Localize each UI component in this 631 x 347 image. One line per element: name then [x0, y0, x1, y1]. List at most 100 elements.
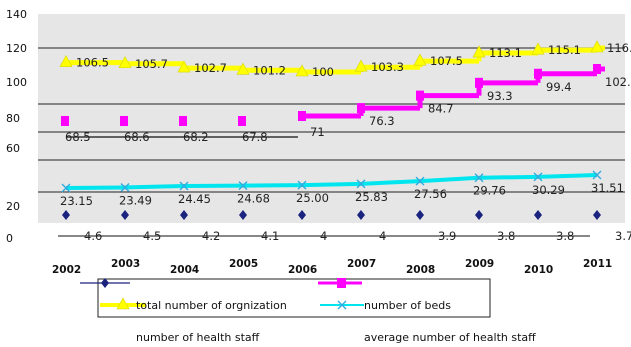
avg-point-diamond: [357, 210, 365, 220]
staff-data-label: 76.3: [369, 114, 395, 128]
legend-org-label: total number of orgnization: [136, 299, 287, 312]
beds-point-x: [533, 172, 543, 182]
org-data-label: 107.5: [430, 54, 463, 68]
org-data-label: 101.2: [253, 63, 286, 77]
y-tick-label: 140: [6, 8, 27, 21]
avg-data-label: 4.6: [84, 229, 102, 243]
x-tick-label: 2009: [465, 258, 494, 270]
beds-data-label: 25.00: [296, 191, 329, 205]
staff-point-square: [475, 77, 483, 88]
staff-point-square: [593, 64, 601, 74]
y-tick-label: 80: [6, 112, 20, 125]
avg-point-diamond: [298, 210, 306, 220]
x-tick-label: 2003: [111, 258, 140, 270]
avg-data-label: 4: [320, 229, 327, 243]
beds-data-label: 25.83: [355, 190, 388, 204]
staff-data-label: 68.6: [124, 130, 150, 144]
org-point-triangle: [590, 40, 604, 53]
beds-point-x: [297, 180, 307, 190]
avg-point-diamond: [62, 210, 70, 220]
beds-point-x: [61, 183, 71, 193]
legend-staff-square: [337, 278, 346, 288]
staff-point-square: [357, 103, 365, 114]
legend-staff-label: number of health staff: [136, 331, 260, 344]
staff-data-label: 93.3: [487, 89, 513, 103]
staff-point-square: [238, 116, 246, 126]
avg-point-diamond: [180, 210, 188, 220]
x-tick-label: 2007: [347, 258, 376, 270]
org-point-triangle: [472, 45, 486, 58]
avg-data-label: 4.2: [202, 229, 220, 243]
beds-data-label: 24.45: [178, 192, 211, 206]
org-point-triangle: [118, 56, 132, 69]
y-tick-label: 60: [6, 142, 20, 155]
staff-data-label: 99.4: [546, 80, 572, 94]
org-point-triangle: [295, 64, 309, 77]
avg-point-diamond: [475, 210, 483, 220]
avg-data-label: 4.5: [143, 229, 161, 243]
legend-beds-x: [337, 300, 347, 310]
avg-data-label: 3.8: [497, 229, 515, 243]
beds-data-label: 31.51: [591, 181, 624, 195]
avg-data-label: 4.1: [261, 229, 279, 243]
org-point-triangle: [59, 54, 73, 67]
beds-point-x: [238, 181, 248, 191]
staff-data-label: 102.6: [605, 75, 631, 89]
avg-point-diamond: [121, 210, 129, 220]
x-tick-label: 2005: [229, 258, 258, 270]
org-data-label: 105.7: [135, 57, 168, 71]
org-point-triangle: [531, 42, 545, 55]
org-data-label: 102.7: [194, 61, 227, 75]
avg-point-diamond: [239, 210, 247, 220]
x-tick-label: 2004: [170, 264, 199, 276]
org-point-triangle: [177, 60, 191, 73]
beds-point-x: [592, 170, 602, 180]
org-data-label: 115.1: [548, 43, 581, 57]
avg-point-diamond: [593, 210, 601, 220]
y-tick-label: 100: [6, 76, 27, 89]
org-data-label: 116.6: [607, 41, 631, 55]
org-point-triangle: [236, 62, 250, 75]
legend-org-triangle: [116, 297, 130, 310]
x-tick-label: 2010: [524, 264, 553, 276]
legend-beds-label: number of beds: [364, 299, 451, 312]
staff-data-label: 68.5: [65, 130, 91, 144]
beds-data-label: 23.15: [60, 194, 93, 208]
y-tick-label: 0: [6, 232, 13, 245]
beds-data-label: 27.56: [414, 187, 447, 201]
x-tick-label: 2002: [52, 264, 81, 276]
staff-data-label: 68.2: [183, 130, 209, 144]
staff-data-label: 67.8: [242, 130, 268, 144]
avg-data-label: 3.7: [615, 229, 631, 243]
beds-point-x: [474, 173, 484, 183]
org-point-triangle: [413, 53, 427, 66]
legend-avg-label: average number of health staff: [364, 331, 536, 344]
avg-data-label: 3.9: [438, 229, 456, 243]
x-tick-label: 2006: [288, 264, 317, 276]
x-tick-label: 2011: [583, 258, 612, 270]
avg-data-label: 3.8: [556, 229, 574, 243]
staff-point-square: [298, 111, 306, 121]
beds-data-label: 23.49: [119, 193, 152, 207]
staff-point-square: [416, 90, 424, 101]
beds-point-x: [356, 179, 366, 189]
staff-point-square: [534, 68, 542, 79]
beds-point-x: [120, 182, 130, 192]
org-data-label: 103.3: [371, 60, 404, 74]
staff-point-square: [120, 116, 128, 126]
org-data-label: 113.1: [489, 46, 522, 60]
beds-data-label: 29.76: [473, 184, 506, 198]
org-point-triangle: [354, 59, 368, 72]
org-data-label: 100: [312, 65, 334, 79]
y-tick-label: 20: [6, 200, 20, 213]
staff-data-label: 71: [310, 125, 325, 139]
beds-data-label: 30.29: [532, 183, 565, 197]
y-tick-label: 120: [6, 42, 27, 55]
avg-data-label: 4: [379, 229, 386, 243]
avg-point-diamond: [534, 210, 542, 220]
beds-series-line: [65, 173, 598, 190]
staff-data-label: 84.7: [428, 102, 454, 116]
staff-point-square: [61, 116, 69, 126]
x-tick-label: 2008: [406, 264, 435, 276]
